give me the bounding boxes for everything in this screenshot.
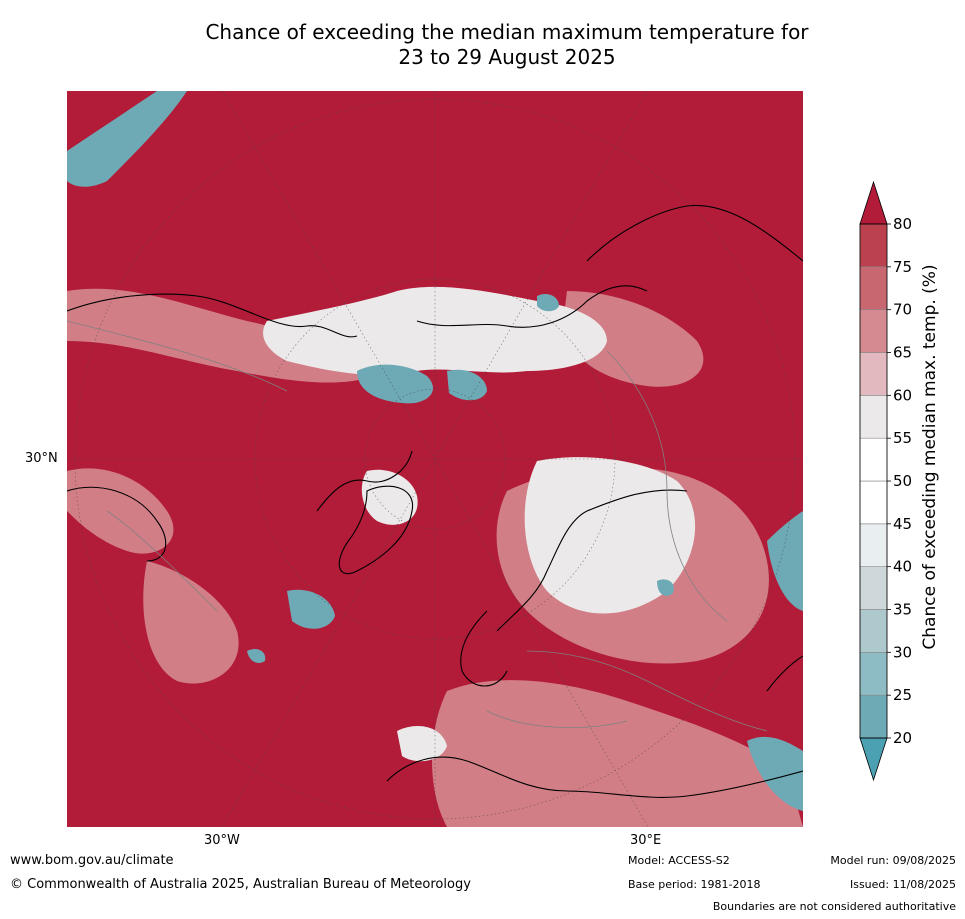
colorbar-bin (859, 309, 888, 353)
model-run-text: Model run: 09/08/2025 (830, 854, 956, 867)
colorbar-tick-label: 80 (893, 215, 912, 233)
lat-label-30n: 30°N (25, 451, 58, 466)
colorbar-tick-label: 65 (893, 344, 912, 362)
colorbar-tick-label: 45 (893, 515, 912, 533)
colorbar-bin (859, 566, 888, 610)
colorbar-tick-label: 40 (893, 558, 912, 576)
colorbar-bin (859, 480, 888, 525)
colorbar-bin (859, 395, 888, 439)
probability-map (67, 91, 803, 827)
colorbar-tick-label: 70 (893, 301, 912, 319)
colorbar-tick-label: 75 (893, 258, 912, 276)
disclaimer-text: Boundaries are not considered authoritat… (712, 900, 956, 913)
colorbar-tick-label: 50 (893, 472, 912, 490)
country-boundaries (67, 320, 768, 732)
colorbar-bin (859, 266, 888, 310)
title-line-1: Chance of exceeding the median maximum t… (205, 20, 809, 44)
colorbar-tick-label: 55 (893, 429, 912, 447)
colorbar-title: Chance of exceeding median max. temp. (%… (920, 264, 940, 650)
colorbar-bin (859, 694, 888, 739)
colorbar-bin (859, 352, 888, 396)
colorbar-tick-label: 25 (893, 686, 912, 704)
lon-label-30e: 30°E (630, 833, 662, 848)
colorbar-bin (859, 223, 888, 268)
colorbar-extend-top (859, 180, 888, 225)
website-link[interactable]: www.bom.gov.au/climate (10, 853, 174, 868)
colorbar-bin (859, 652, 888, 696)
lon-label-30w: 30°W (204, 833, 240, 848)
colorbar-tick-label: 35 (893, 601, 912, 619)
colorbar-tick-label: 60 (893, 386, 912, 404)
colorbar-tick-label: 20 (893, 729, 912, 747)
map-title: Chance of exceeding the median maximum t… (0, 20, 965, 70)
coastlines (67, 204, 803, 798)
colorbar-bin (859, 523, 888, 567)
colorbar-bin (859, 609, 888, 653)
colorbar-bin (859, 437, 888, 482)
colorbar: 20 25 30 35 40 45 50 55 60 65 70 75 80 (859, 180, 912, 782)
issued-text: Issued: 11/08/2025 (849, 878, 956, 891)
colorbar-tick-label: 30 (893, 643, 912, 661)
base-period-text: Base period: 1981-2018 (628, 878, 761, 891)
copyright-text: © Commonwealth of Australia 2025, Austra… (10, 877, 471, 892)
model-text: Model: ACCESS-S2 (628, 854, 730, 867)
title-line-2: 23 to 29 August 2025 (398, 45, 616, 69)
colorbar-extend-bottom (859, 737, 888, 782)
below-median-shading (67, 91, 803, 811)
graticule (67, 91, 803, 827)
